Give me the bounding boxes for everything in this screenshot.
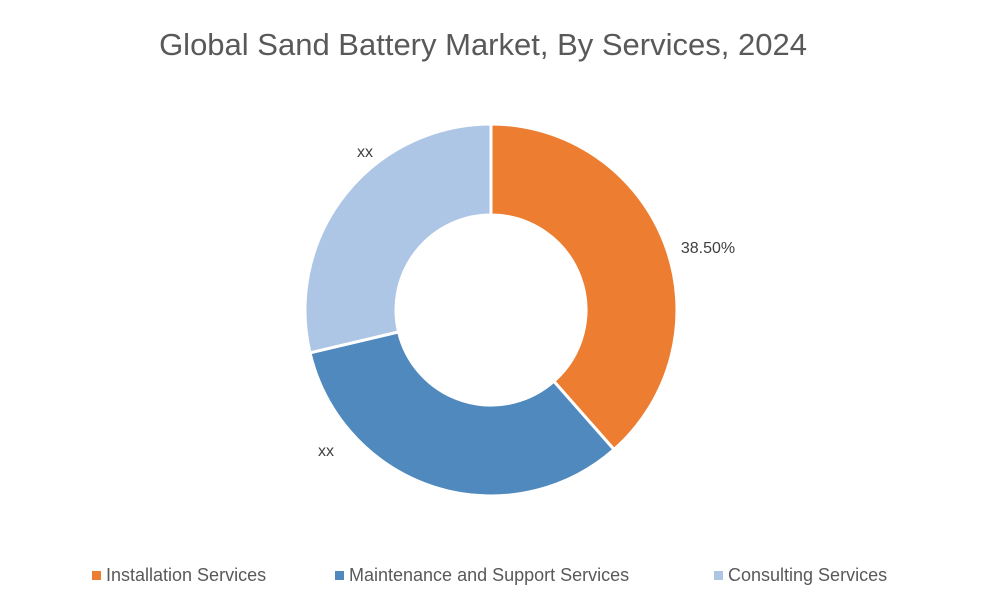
donut-slice (303, 122, 493, 355)
donut-slice (489, 122, 679, 452)
legend-swatch (335, 571, 344, 580)
legend-label: Installation Services (106, 565, 266, 585)
legend-label: Consulting Services (728, 565, 887, 585)
data-label: 38.50% (681, 240, 735, 257)
data-label: xx (357, 144, 373, 161)
chart-title: Global Sand Battery Market, By Services,… (159, 27, 807, 62)
legend-label: Maintenance and Support Services (349, 565, 629, 585)
donut-slice (308, 330, 617, 498)
data-label: xx (318, 443, 334, 460)
legend-swatch (714, 571, 723, 580)
legend-swatch (92, 571, 101, 580)
